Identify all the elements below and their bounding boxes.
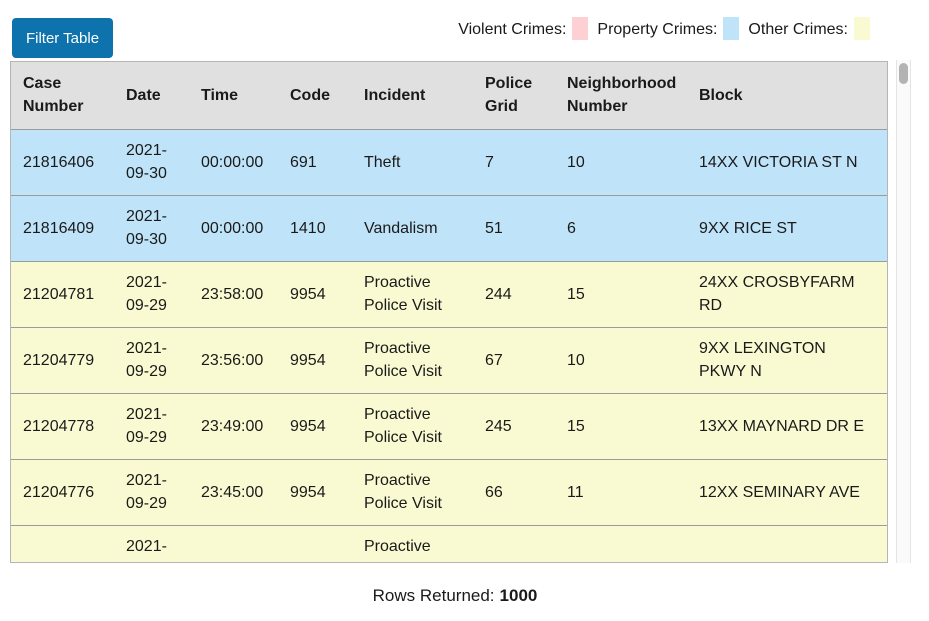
cell-date: 2021-09-29: [114, 524, 189, 562]
cell-date: 2021-09-30: [114, 128, 189, 195]
cell-block: 9XX LEXINGTON PKWY N: [687, 326, 887, 393]
cell-code: [278, 524, 352, 562]
cell-block: 24XX CROSBYFARM RD: [687, 260, 887, 327]
cell-incident: Proactive Police Visit: [352, 524, 473, 562]
cell-case-number: 21204778: [11, 392, 114, 459]
cell-block: 13XX MAYNARD DR E: [687, 392, 887, 459]
cell-neighborhood-number: 10: [555, 128, 687, 195]
rows-returned-value: 1000: [499, 586, 538, 605]
cell-case-number: 21816406: [11, 128, 114, 195]
cell-neighborhood-number: [555, 524, 687, 562]
cell-neighborhood-number: 10: [555, 326, 687, 393]
cell-incident: Proactive Police Visit: [352, 260, 473, 327]
rows-returned-status: Rows Returned: 1000: [0, 586, 910, 606]
legend-swatch-violent: [572, 17, 589, 40]
cell-block: 12XX SEMINARY AVE: [687, 458, 887, 525]
legend-label-violent: Violent Crimes:: [458, 21, 567, 39]
cell-date: 2021-09-29: [114, 392, 189, 459]
table-row: 21204776 2021-09-29 23:45:00 9954 Proact…: [11, 458, 887, 525]
cell-date: 2021-09-30: [114, 194, 189, 261]
table-body: 21816406 2021-09-30 00:00:00 691 Theft 7…: [11, 128, 887, 562]
cell-code: 691: [278, 128, 352, 195]
col-header-neighborhood-number: Neighborhood Number: [555, 62, 687, 129]
legend-item-violent: Violent Crimes:: [458, 17, 589, 40]
cell-neighborhood-number: 15: [555, 260, 687, 327]
table-row: 21816406 2021-09-30 00:00:00 691 Theft 7…: [11, 128, 887, 195]
cell-date: 2021-09-29: [114, 326, 189, 393]
cell-case-number: 21204776: [11, 458, 114, 525]
cell-code: 9954: [278, 326, 352, 393]
filter-table-button[interactable]: Filter Table: [12, 18, 113, 58]
legend-swatch-other: [854, 17, 870, 40]
table-row: 2021-09-29 Proactive Police Visit: [11, 524, 887, 562]
cell-case-number: 21204779: [11, 326, 114, 393]
cell-time: 23:45:00: [189, 458, 278, 525]
crime-table-container[interactable]: Case Number Date Time Code Incident Poli…: [10, 61, 888, 563]
cell-time: 00:00:00: [189, 194, 278, 261]
cell-incident: Vandalism: [352, 194, 473, 261]
table-row: 21204778 2021-09-29 23:49:00 9954 Proact…: [11, 392, 887, 459]
cell-incident: Proactive Police Visit: [352, 326, 473, 393]
legend-item-other: Other Crimes:: [739, 17, 870, 40]
cell-time: 23:56:00: [189, 326, 278, 393]
cell-case-number: [11, 524, 114, 562]
cell-neighborhood-number: 15: [555, 392, 687, 459]
cell-incident: Theft: [352, 128, 473, 195]
rows-returned-label: Rows Returned:: [372, 586, 495, 605]
col-header-code: Code: [278, 62, 352, 129]
col-header-police-grid: Police Grid: [473, 62, 555, 129]
cell-incident: Proactive Police Visit: [352, 458, 473, 525]
cell-time: 23:58:00: [189, 260, 278, 327]
cell-block: 14XX VICTORIA ST N: [687, 128, 887, 195]
table-header-row: Case Number Date Time Code Incident Poli…: [11, 62, 887, 129]
cell-date: 2021-09-29: [114, 458, 189, 525]
cell-block: 9XX RICE ST: [687, 194, 887, 261]
legend-swatch-property: [723, 17, 740, 40]
cell-code: 9954: [278, 260, 352, 327]
crime-table: Case Number Date Time Code Incident Poli…: [11, 62, 887, 562]
cell-incident: Proactive Police Visit: [352, 392, 473, 459]
cell-code: 9954: [278, 458, 352, 525]
cell-time: [189, 524, 278, 562]
cell-police-grid: 67: [473, 326, 555, 393]
cell-case-number: 21816409: [11, 194, 114, 261]
table-row: 21204781 2021-09-29 23:58:00 9954 Proact…: [11, 260, 887, 327]
vertical-scrollbar[interactable]: [896, 60, 911, 563]
cell-block: [687, 524, 887, 562]
cell-neighborhood-number: 11: [555, 458, 687, 525]
cell-case-number: 21204781: [11, 260, 114, 327]
col-header-block: Block: [687, 62, 887, 129]
legend-label-other: Other Crimes:: [748, 21, 848, 39]
cell-police-grid: 66: [473, 458, 555, 525]
cell-police-grid: 7: [473, 128, 555, 195]
legend-label-property: Property Crimes:: [597, 21, 718, 39]
cell-code: 9954: [278, 392, 352, 459]
cell-date: 2021-09-29: [114, 260, 189, 327]
col-header-case-number: Case Number: [11, 62, 114, 129]
cell-time: 00:00:00: [189, 128, 278, 195]
cell-police-grid: 245: [473, 392, 555, 459]
col-header-time: Time: [189, 62, 278, 129]
table-row: 21816409 2021-09-30 00:00:00 1410 Vandal…: [11, 194, 887, 261]
cell-police-grid: 51: [473, 194, 555, 261]
cell-neighborhood-number: 6: [555, 194, 687, 261]
scrollbar-thumb[interactable]: [899, 63, 908, 84]
cell-police-grid: 244: [473, 260, 555, 327]
cell-time: 23:49:00: [189, 392, 278, 459]
table-row: 21204779 2021-09-29 23:56:00 9954 Proact…: [11, 326, 887, 393]
legend-item-property: Property Crimes:: [588, 17, 740, 40]
cell-police-grid: [473, 524, 555, 562]
col-header-date: Date: [114, 62, 189, 129]
crime-type-legend: Violent Crimes: Property Crimes: Other C…: [458, 17, 870, 43]
col-header-incident: Incident: [352, 62, 473, 129]
cell-code: 1410: [278, 194, 352, 261]
